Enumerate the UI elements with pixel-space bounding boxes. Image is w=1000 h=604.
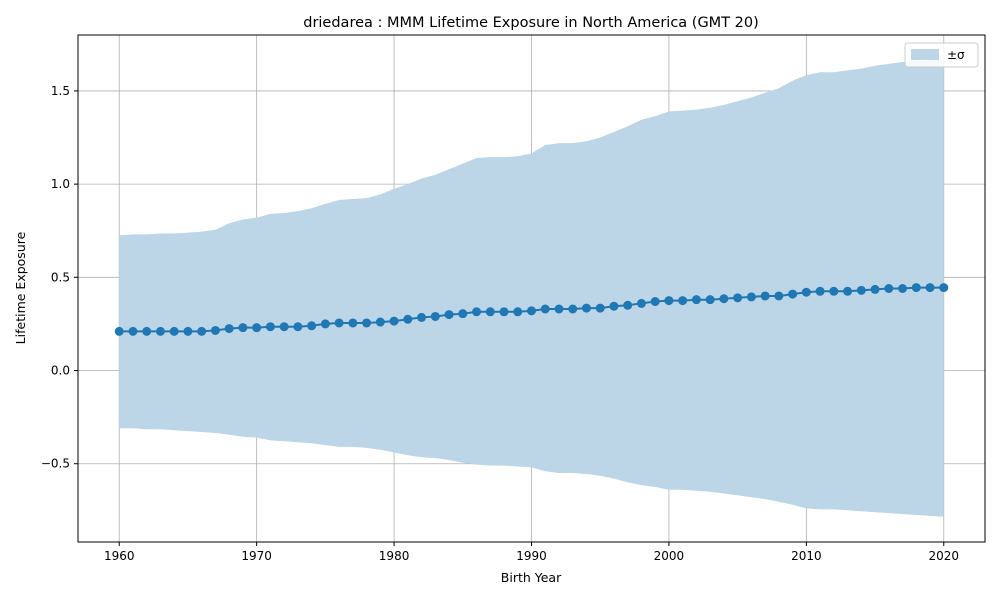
sigma-band-layer (119, 59, 944, 517)
y-tick-label: 0.5 (51, 270, 70, 284)
sigma-band (119, 59, 944, 517)
data-point (650, 297, 660, 307)
y-tick-label: −0.5 (41, 457, 70, 471)
data-point (774, 291, 784, 301)
data-point (843, 286, 853, 296)
data-point (884, 284, 894, 293)
data-point (210, 325, 220, 335)
data-point (430, 311, 440, 321)
y-tick-label: 1.5 (51, 84, 70, 98)
data-point (760, 291, 770, 301)
data-point (142, 326, 152, 336)
data-point (554, 304, 564, 314)
x-tick-label: 2020 (928, 549, 959, 563)
legend-label-sigma: ±σ (947, 48, 965, 62)
data-point (609, 301, 619, 311)
data-point (169, 326, 179, 336)
data-point (925, 283, 935, 293)
data-point (417, 312, 427, 322)
data-point (939, 283, 949, 293)
data-point (581, 303, 591, 313)
data-point (238, 323, 248, 333)
data-point (513, 307, 523, 317)
data-point (733, 293, 743, 303)
data-point (265, 322, 275, 332)
data-points (114, 283, 949, 336)
data-point (403, 314, 413, 324)
data-point (801, 287, 811, 297)
y-tick-label: 1.0 (51, 177, 70, 191)
data-point (252, 323, 262, 333)
data-point (678, 296, 688, 306)
data-point (472, 307, 482, 317)
data-point (128, 326, 138, 336)
x-tick-label: 1970 (241, 549, 272, 563)
data-point (746, 292, 756, 302)
data-point (788, 289, 798, 299)
data-point (636, 298, 646, 308)
data-point (870, 284, 880, 294)
x-tick-label: 1990 (516, 549, 547, 563)
data-point (183, 326, 193, 336)
data-point (691, 295, 701, 305)
data-point (829, 286, 839, 296)
data-point (348, 318, 358, 328)
data-point (911, 283, 921, 293)
data-point (279, 322, 289, 332)
data-point (568, 304, 578, 314)
data-point (815, 286, 825, 296)
data-point (898, 284, 908, 293)
x-axis-label: Birth Year (501, 570, 562, 585)
x-tick-label: 2000 (654, 549, 685, 563)
data-point (320, 319, 330, 329)
data-point (224, 324, 234, 334)
data-point (540, 304, 550, 314)
data-point (664, 296, 674, 306)
data-point (362, 318, 372, 328)
data-point (114, 326, 124, 336)
x-tick-label: 1980 (379, 549, 410, 563)
y-axis-label: Lifetime Exposure (13, 231, 28, 344)
chart-title: driedarea : MMM Lifetime Exposure in Nor… (303, 15, 759, 31)
data-point (527, 306, 536, 316)
legend-swatch-sigma (911, 49, 939, 60)
data-point (719, 294, 729, 304)
x-tick-label: 2010 (791, 549, 822, 563)
data-point (197, 326, 207, 336)
data-point (485, 307, 495, 317)
data-point (623, 300, 633, 310)
data-point (307, 321, 317, 331)
x-axis-ticks: 1960 1970 1980 1990 2000 2010 2020 (104, 542, 959, 563)
data-point (375, 317, 385, 327)
data-point (155, 326, 165, 336)
x-tick-label: 1960 (104, 549, 135, 563)
data-point (705, 295, 715, 305)
data-point (499, 307, 509, 317)
legend: ±σ (904, 42, 979, 68)
data-point (458, 309, 468, 319)
y-tick-label: 0.0 (51, 364, 70, 378)
data-point (595, 303, 605, 313)
data-point (293, 322, 303, 332)
data-point (856, 285, 866, 295)
data-point (334, 318, 344, 328)
data-point (444, 310, 454, 320)
data-point (389, 316, 399, 326)
y-axis-ticks: −0.5 0.0 0.5 1.0 1.5 (41, 84, 78, 471)
